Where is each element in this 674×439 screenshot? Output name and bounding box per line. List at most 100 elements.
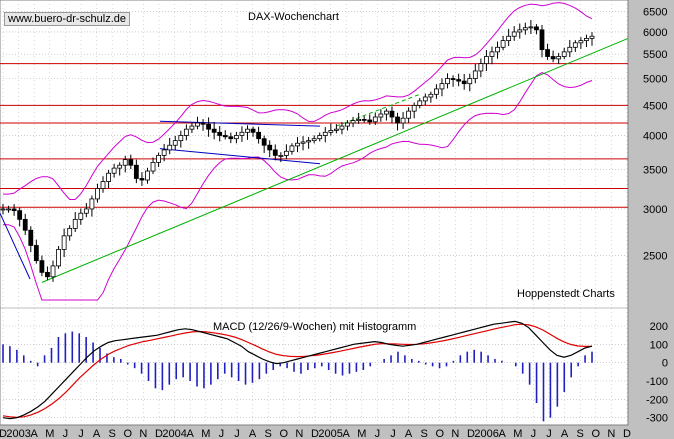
time-tick-label: J — [531, 428, 537, 439]
candle-body — [578, 40, 584, 44]
time-tick-label: J — [234, 428, 240, 439]
candle-body — [406, 110, 412, 119]
candle-body — [528, 26, 534, 29]
lower-band — [3, 72, 593, 301]
candle-body — [395, 116, 400, 124]
macd-tick-label: 100 — [650, 339, 668, 351]
candle-body — [217, 131, 223, 136]
price-y-axis: 6500 6000 5500 5000 4500 4000 3500 3000 2500 — [643, 7, 667, 263]
time-tick-label: J — [375, 428, 381, 439]
candle-body — [500, 40, 506, 48]
macd-tick-label: -300 — [646, 413, 668, 425]
downtrend-line — [0, 213, 31, 280]
candle-body — [300, 141, 306, 144]
candle-body — [172, 140, 178, 146]
candle-body — [434, 88, 439, 95]
vertical-gridlines — [2, 0, 628, 425]
time-tick-label: A — [499, 428, 507, 439]
candle-body — [195, 122, 200, 127]
time-tick-label: M — [357, 428, 366, 439]
candle-body — [189, 125, 195, 130]
candle-body — [200, 122, 206, 125]
candle-body — [45, 271, 50, 278]
candle-body — [272, 149, 278, 156]
time-tick-label: M — [201, 428, 210, 439]
candle-body — [0, 208, 6, 211]
trend-lines — [0, 37, 629, 283]
time-tick-label: A — [561, 428, 569, 439]
signal-line — [2, 323, 592, 418]
time-tick-label: A — [343, 428, 351, 439]
time-tick-label: A — [187, 428, 195, 439]
time-tick-label: A — [93, 428, 101, 439]
candle-body — [39, 260, 45, 273]
time-tick-label: J — [78, 428, 84, 439]
candle-body — [467, 78, 473, 85]
candle-body — [111, 167, 117, 174]
time-tick-label: D — [0, 428, 7, 439]
candle-body — [572, 42, 578, 48]
candle-body — [489, 51, 495, 57]
time-tick-label: N — [607, 428, 615, 439]
time-tick-label: O — [436, 428, 445, 439]
candle-body — [22, 218, 28, 231]
candle-body — [339, 125, 345, 130]
time-tick-label: A — [405, 428, 413, 439]
candle-body — [17, 210, 23, 220]
time-x-axis: D 2003 A M J J A S O N D 2004 A M J J A S O N D 2005 A M J J A S O N D… — [0, 428, 631, 439]
candle-body — [378, 113, 384, 118]
candle-body — [561, 51, 567, 57]
macd-tick-label: -200 — [646, 394, 668, 406]
candle-body — [61, 235, 67, 250]
candle-body — [122, 159, 128, 166]
candle-body — [478, 63, 484, 72]
candle-body — [428, 93, 434, 98]
price-tick-label: 3500 — [643, 165, 667, 177]
candle-body — [106, 172, 111, 182]
time-tick-label: J — [219, 428, 225, 439]
time-tick-label: S — [265, 428, 272, 439]
price-tick-label: 3000 — [643, 204, 667, 216]
candle-body — [550, 56, 556, 60]
candle-body — [472, 70, 478, 79]
candle-body — [283, 150, 289, 156]
time-tick-label: S — [421, 428, 428, 439]
time-tick-label: 2006 — [474, 428, 498, 439]
time-tick-label: 2005 — [318, 428, 342, 439]
candle-body — [95, 188, 100, 200]
candle-body — [311, 138, 317, 142]
candle-body — [256, 131, 262, 140]
macd-y-axis: 200 100 0 -100 -200 -300 — [646, 321, 668, 425]
time-tick-label: 2003 — [6, 428, 30, 439]
support-resistance-lines — [0, 63, 628, 208]
candle-body — [539, 29, 545, 50]
candle-body — [445, 78, 450, 85]
upper-band — [3, 2, 593, 200]
candle-body — [567, 46, 573, 53]
price-tick-label: 6000 — [643, 27, 667, 39]
candle-body — [239, 131, 245, 136]
candle-body — [584, 38, 589, 42]
candle-body — [72, 218, 78, 229]
time-tick-label: O — [592, 428, 601, 439]
candle-body — [278, 154, 284, 157]
candle-body — [384, 110, 389, 115]
time-tick-label: D — [155, 428, 163, 439]
time-tick-label: O — [280, 428, 289, 439]
candle-body — [211, 128, 217, 133]
candle-body — [356, 119, 362, 122]
time-tick-label: J — [546, 428, 552, 439]
credit-label: Hoppenstedt Charts — [517, 288, 615, 300]
candle-body — [400, 117, 406, 124]
candle-body — [228, 136, 234, 140]
candle-body — [589, 35, 595, 39]
source-label: www.buero-dr-schulz.de — [4, 12, 130, 26]
candle-body — [78, 212, 84, 220]
candle-body — [345, 122, 350, 127]
time-tick-label: D — [311, 428, 319, 439]
candle-body — [89, 198, 95, 210]
candle-body — [456, 79, 462, 82]
time-tick-label: 2004 — [162, 428, 186, 439]
candle-body — [139, 178, 145, 181]
